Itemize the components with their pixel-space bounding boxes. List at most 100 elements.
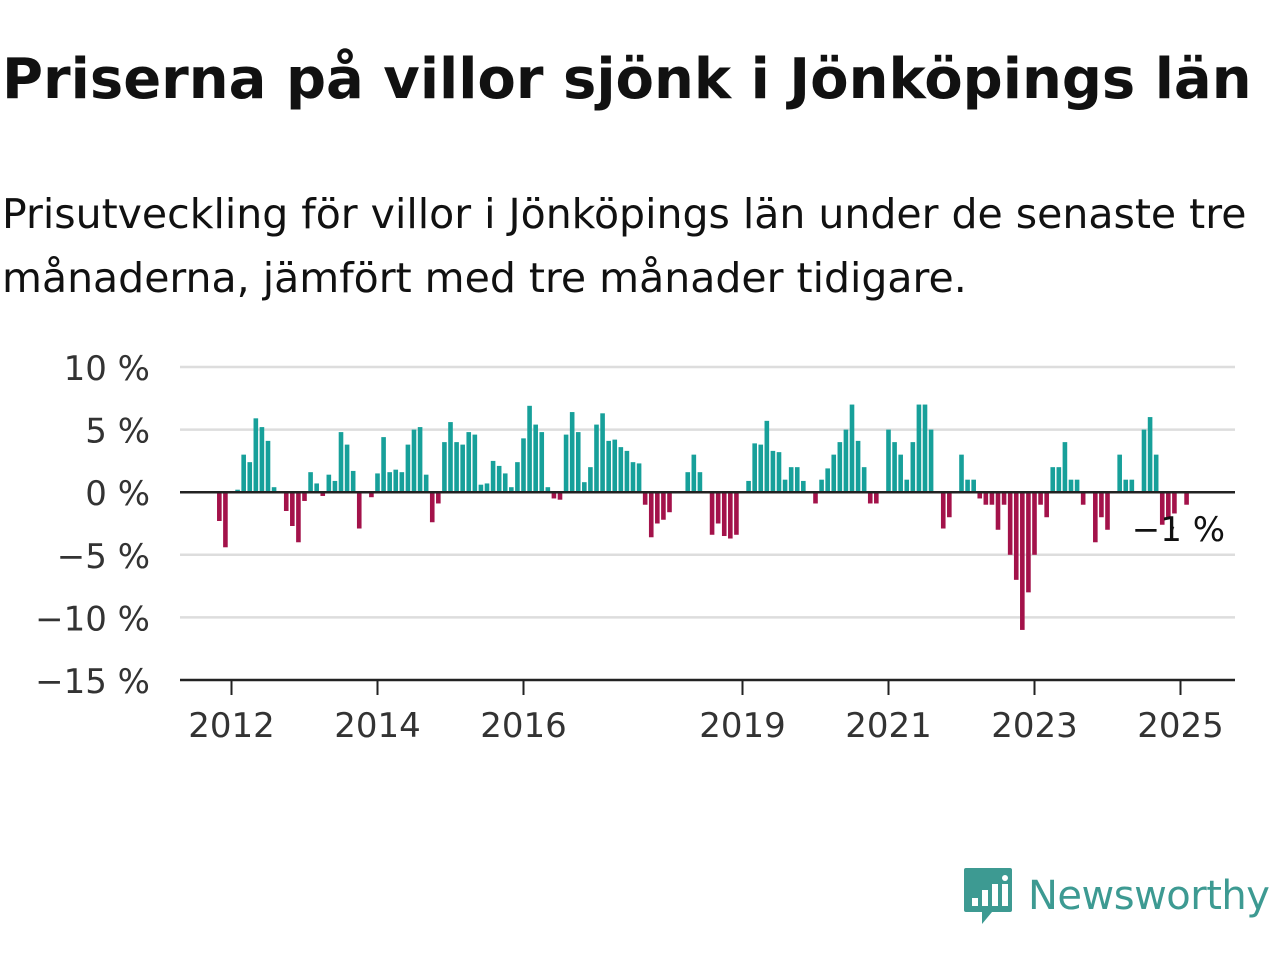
bar (356, 492, 362, 529)
bar (1056, 467, 1062, 493)
bar (928, 429, 934, 493)
bar (1105, 492, 1110, 530)
bar (539, 432, 545, 493)
y-tick-label: −5 % (57, 537, 150, 577)
bar (326, 474, 332, 493)
x-tick-label: 2014 (334, 706, 421, 746)
bar (454, 442, 459, 493)
bar (965, 479, 970, 493)
bar (624, 450, 630, 493)
bar (247, 462, 253, 493)
bar (874, 492, 879, 504)
bar (855, 440, 861, 493)
bar (217, 492, 222, 521)
bar (709, 492, 715, 535)
bar (375, 473, 380, 493)
bar (898, 454, 903, 493)
bar (472, 434, 478, 493)
chart-subtitle: Prisutveckling för villor i Jönköpings l… (2, 190, 1247, 302)
bar (502, 473, 508, 493)
bar (886, 429, 891, 493)
y-tick-label: 0 % (85, 474, 150, 514)
bar (776, 452, 782, 493)
bar (296, 492, 301, 543)
bar (484, 483, 490, 493)
annotation-leader (1169, 526, 1175, 535)
bar (831, 454, 837, 493)
bar (563, 434, 569, 493)
bar (734, 492, 739, 535)
bar (405, 444, 411, 493)
bar (1068, 479, 1074, 493)
bar (782, 479, 788, 493)
bar (977, 492, 983, 499)
bar (557, 492, 563, 500)
bar (819, 479, 824, 493)
bar (947, 492, 952, 518)
bar (1038, 492, 1043, 505)
x-tick-label: 2023 (991, 706, 1078, 746)
bar (606, 440, 611, 493)
bar (1147, 417, 1153, 493)
bar (788, 467, 794, 493)
bar (813, 492, 818, 504)
bar (892, 442, 897, 493)
bar (1093, 492, 1098, 543)
bar (746, 480, 751, 493)
bar (442, 442, 447, 493)
y-tick-label: 10 % (64, 349, 150, 389)
bar (1026, 492, 1031, 593)
y-tick-label: −10 % (35, 599, 150, 639)
bar (253, 418, 259, 493)
bar (1166, 492, 1171, 519)
bar (983, 492, 989, 505)
bar (721, 492, 727, 537)
bar (1172, 492, 1177, 514)
bar (1129, 479, 1135, 493)
bar (685, 472, 691, 493)
bar (369, 492, 374, 498)
bar-chart: 10 % 5 % 0 % −5 % −10 % −15 % 2012 2014 2016 2019… (35, 349, 1235, 746)
bar (569, 412, 575, 493)
bar (758, 444, 764, 493)
bar (460, 444, 465, 493)
bar (399, 472, 405, 493)
bar (1080, 492, 1086, 505)
bar (290, 492, 295, 526)
bar (691, 454, 697, 493)
bar (1050, 467, 1056, 493)
bar (843, 429, 849, 493)
bar (861, 467, 867, 493)
x-tick-label: 2021 (845, 706, 932, 746)
bar (794, 467, 800, 493)
bar (1153, 454, 1159, 493)
bar (314, 483, 319, 493)
bar (448, 422, 453, 493)
bar (655, 492, 660, 524)
x-tick-label: 2016 (480, 706, 567, 746)
bar (588, 467, 593, 493)
bar (320, 492, 326, 496)
bar (478, 484, 484, 493)
bar (509, 487, 514, 493)
bar (697, 472, 703, 493)
bar (764, 420, 770, 493)
bar (551, 492, 557, 499)
bar (521, 438, 526, 493)
bar (959, 454, 964, 493)
bar (241, 454, 246, 493)
bar (338, 432, 344, 493)
bar (971, 479, 976, 493)
bar (1099, 492, 1104, 518)
bar (801, 480, 806, 493)
bar (1123, 479, 1129, 493)
bar (490, 460, 496, 493)
bar (1032, 492, 1037, 555)
bar (283, 492, 289, 511)
bar (825, 468, 830, 493)
bar (533, 424, 538, 493)
bar (1007, 492, 1013, 555)
bar (940, 492, 946, 529)
bar (417, 427, 423, 493)
bar (1184, 492, 1189, 505)
